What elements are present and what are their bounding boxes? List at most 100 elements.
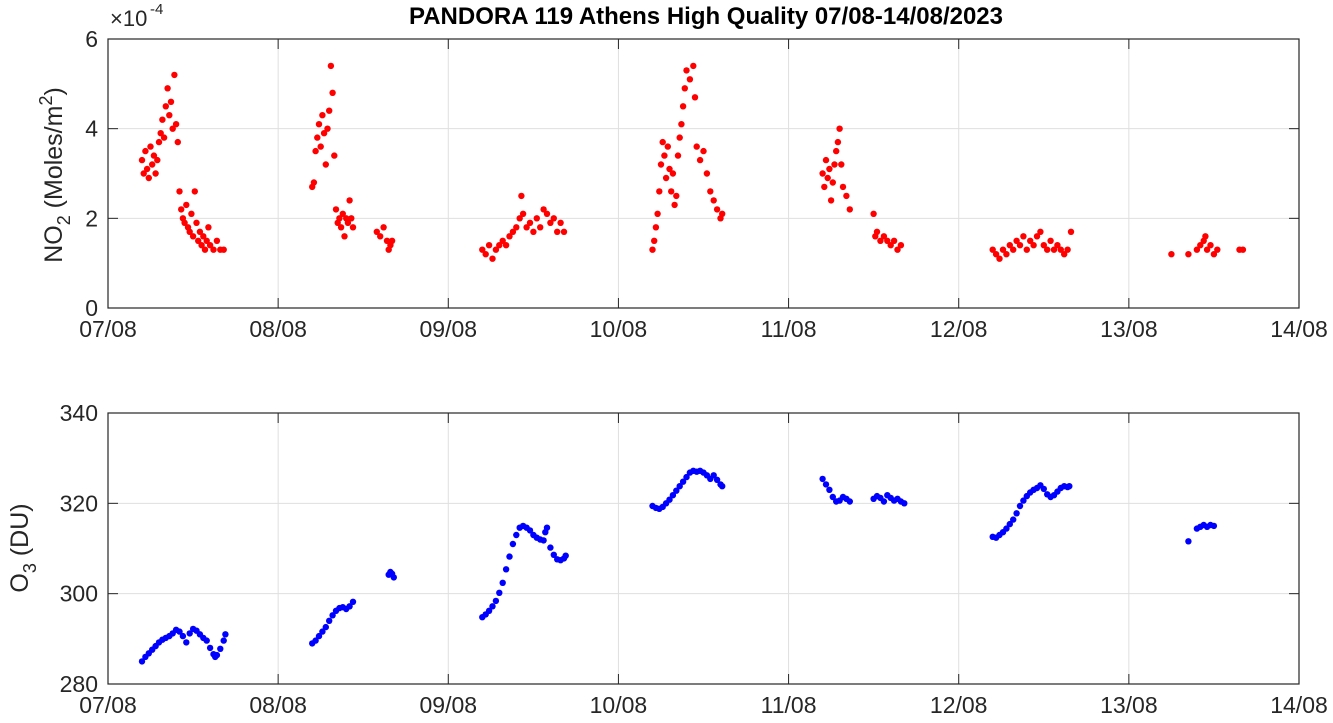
- o3-data-point: [183, 639, 190, 646]
- no2-data-point: [703, 170, 711, 177]
- o3-plot: 07/08 08/08 09/08 10/08 11/08 12/08 13/08 14/08…: [60, 400, 1328, 718]
- no2-ylabel-main: NO: [40, 225, 68, 263]
- no2-data-point: [317, 143, 324, 150]
- no2-data-point: [1239, 246, 1247, 253]
- no2-data-point: [516, 215, 523, 222]
- no2-data-point: [1010, 246, 1017, 253]
- no2-data-point: [188, 210, 195, 217]
- no2-data-point: [152, 170, 159, 177]
- no2-data-point: [519, 210, 527, 217]
- no2-data-point: [1013, 237, 1020, 244]
- no2-data-point: [160, 134, 168, 141]
- no2-data-point: [992, 251, 1000, 258]
- no2-data-point: [681, 85, 688, 92]
- o3-data-point: [513, 531, 520, 539]
- no2-data-point: [884, 237, 891, 244]
- no2-data-point: [831, 161, 838, 168]
- o3-data-point: [220, 637, 227, 644]
- o3-data-point: [719, 483, 726, 490]
- o3-data-point: [485, 607, 493, 614]
- no2-data-point: [683, 67, 690, 74]
- o3-x-tick-label: 07/08: [79, 692, 137, 718]
- no2-data-point: [1003, 251, 1010, 258]
- o3-data-point: [1066, 483, 1073, 490]
- no2-data-point: [661, 152, 668, 159]
- no2-data-point: [147, 143, 154, 150]
- no2-data-point: [846, 206, 853, 213]
- no2-data-point: [829, 179, 836, 186]
- no2-data-point: [696, 156, 704, 164]
- no2-data-point: [195, 237, 202, 244]
- no2-data-point: [1203, 246, 1211, 253]
- no2-data-point: [523, 224, 530, 231]
- no2-data-point: [196, 228, 204, 235]
- no2-data-point: [373, 228, 380, 235]
- no2-data-point: [700, 147, 707, 155]
- o3-data-point: [206, 644, 214, 652]
- no2-data-point: [1197, 242, 1204, 249]
- no2-data-point: [155, 138, 163, 146]
- no2-data-point: [322, 161, 329, 168]
- no2-data-point: [821, 183, 828, 191]
- no2-data-point: [193, 219, 200, 226]
- svg-text:NO2 (Moles/m2): NO2 (Moles/m2): [36, 87, 74, 263]
- o3-data-point: [1006, 520, 1013, 528]
- no2-data-point: [205, 224, 212, 231]
- o3-data-point: [829, 493, 836, 501]
- no2-data-point: [827, 197, 835, 204]
- no2-data-point: [489, 255, 496, 262]
- no2-data-point: [659, 138, 666, 146]
- no2-data-point: [518, 192, 525, 200]
- no2-data-point: [513, 224, 520, 231]
- no2-data-point: [887, 242, 894, 249]
- o3-x-tick-label: 11/08: [761, 692, 817, 718]
- no2-data-point: [312, 147, 319, 155]
- o3-data-point: [1040, 485, 1048, 493]
- no2-exponent-power: -4: [150, 1, 163, 18]
- no2-data-point: [713, 206, 721, 213]
- o3-data-point: [550, 551, 557, 558]
- no2-data-point: [1193, 246, 1201, 253]
- no2-data-point: [1027, 237, 1034, 244]
- no2-data-point: [547, 219, 554, 226]
- no2-data-point: [320, 130, 328, 137]
- o3-data-point: [509, 540, 517, 548]
- o3-data-point: [138, 658, 146, 665]
- o3-data-point: [222, 631, 229, 638]
- o3-data-point: [846, 498, 853, 505]
- no2-data-point: [1050, 246, 1058, 253]
- o3-y-axis-label: O3 (DU): [6, 503, 40, 592]
- o3-data-point: [526, 527, 534, 534]
- no2-data-point: [506, 233, 513, 240]
- no2-data-point: [310, 179, 318, 186]
- o3-data-point: [683, 473, 690, 481]
- no2-data-point: [996, 255, 1003, 262]
- no2-data-point: [530, 228, 537, 235]
- o3-x-tick-label: 09/08: [420, 692, 478, 718]
- no2-data-point: [707, 188, 714, 195]
- o3-data-point: [822, 481, 830, 488]
- no2-data-point: [150, 152, 158, 159]
- no2-data-point: [154, 156, 161, 164]
- o3-y-tick-label: 340: [60, 400, 98, 426]
- no2-data-point: [220, 246, 227, 253]
- no2-y-tick-label: 6: [85, 26, 98, 52]
- no2-data-point: [870, 210, 877, 217]
- o3-data-point: [326, 617, 333, 624]
- no2-x-tick-label: 13/08: [1100, 316, 1158, 342]
- o3-data-point: [547, 544, 554, 551]
- o3-data-point: [669, 492, 677, 499]
- chart-title: PANDORA 119 Athens High Quality 07/08-14…: [409, 3, 1003, 30]
- no2-plot-area: [108, 39, 1299, 308]
- no2-exponent-base: ×10: [110, 6, 147, 31]
- no2-data-point: [656, 188, 663, 195]
- no2-data-point: [327, 62, 335, 70]
- no2-data-point: [690, 62, 697, 70]
- o3-data-point: [506, 553, 513, 560]
- o3-data-point: [176, 628, 183, 635]
- no2-x-tick-label: 11/08: [761, 316, 817, 342]
- o3-data-point: [543, 524, 551, 531]
- no2-data-point: [540, 206, 547, 213]
- no2-data-point: [159, 116, 166, 123]
- no2-y-axis-label: NO2 (Moles/m2): [36, 87, 74, 263]
